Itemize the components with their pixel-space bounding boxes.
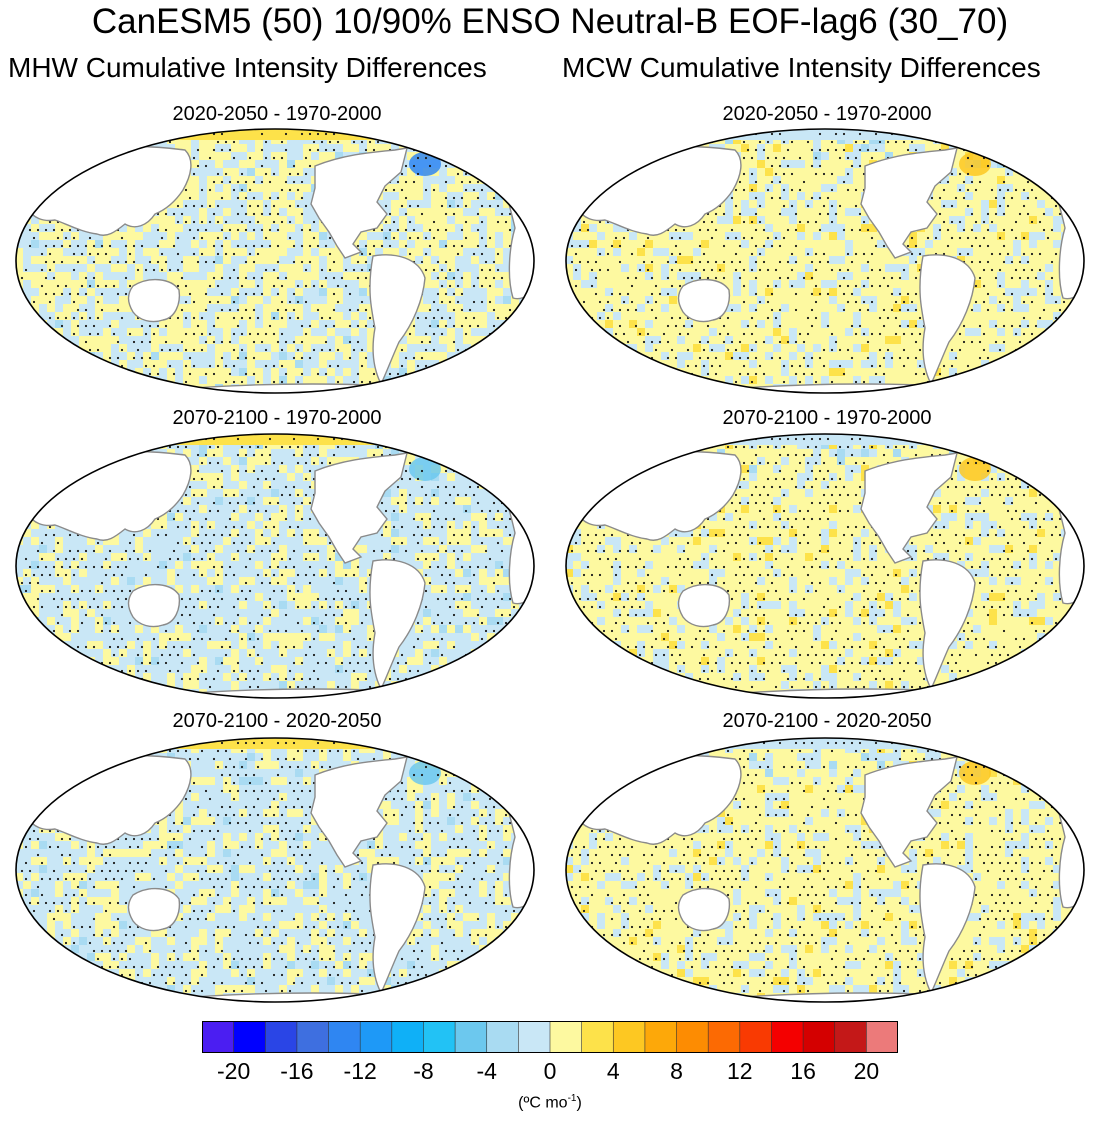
panel-title: 2070-2100 - 1970-2000 bbox=[172, 407, 382, 429]
mcw-column-title: MCW Cumulative Intensity Differences bbox=[562, 52, 1041, 83]
colorbar-box bbox=[328, 1021, 361, 1053]
colorbar-box bbox=[296, 1021, 330, 1053]
mhw-column-title: MHW Cumulative Intensity Differences bbox=[8, 52, 487, 83]
panel-title: 2020-2050 - 1970-2000 bbox=[172, 103, 382, 125]
land-mass bbox=[310, 147, 408, 259]
map-border bbox=[565, 737, 1085, 1003]
land-mass bbox=[425, 741, 479, 768]
land-mass bbox=[127, 279, 181, 323]
land-mass bbox=[369, 559, 426, 691]
land-mass bbox=[127, 584, 181, 628]
land-mass bbox=[919, 863, 976, 995]
land-mass bbox=[369, 863, 426, 995]
colorbar-tick-label: 0 bbox=[543, 1058, 557, 1084]
colorbar-tick-label: 12 bbox=[727, 1058, 753, 1084]
map-panel bbox=[565, 737, 1085, 1003]
colorbar-box bbox=[581, 1021, 615, 1053]
land-mass bbox=[425, 437, 479, 464]
panel-title: 2070-2100 - 2020-2050 bbox=[722, 710, 932, 732]
map-panel bbox=[565, 128, 1085, 394]
colorbar-box bbox=[676, 1021, 709, 1053]
land-mass bbox=[310, 756, 408, 868]
colorbar-tick-label: 20 bbox=[853, 1058, 880, 1084]
map-border bbox=[15, 433, 535, 699]
colorbar-box bbox=[834, 1021, 868, 1053]
colorbar-units: (ºC mo-1) bbox=[0, 1093, 1100, 1112]
land-mass bbox=[310, 452, 408, 564]
land-mass bbox=[677, 584, 731, 628]
land-mass bbox=[369, 254, 426, 386]
colorbar-box bbox=[264, 1021, 298, 1053]
colorbar-box bbox=[802, 1021, 836, 1053]
units-end: ) bbox=[576, 1094, 582, 1112]
colorbar bbox=[202, 1021, 898, 1053]
colorbar-box bbox=[518, 1021, 551, 1053]
colorbar-box bbox=[391, 1021, 425, 1053]
colorbar-box bbox=[486, 1021, 520, 1053]
land-mass bbox=[975, 741, 1029, 768]
map-panel bbox=[565, 433, 1085, 699]
colorbar-tick-label: -20 bbox=[217, 1058, 251, 1084]
colorbar-box bbox=[866, 1021, 898, 1053]
colorbar-box bbox=[233, 1021, 267, 1053]
land-mass bbox=[919, 254, 976, 386]
colorbar-box bbox=[359, 1021, 393, 1053]
land-mass bbox=[975, 132, 1029, 159]
units-main: (ºC mo bbox=[518, 1094, 568, 1112]
colorbar-tick-label: 8 bbox=[670, 1058, 683, 1084]
colorbar-box bbox=[612, 1021, 646, 1053]
panel-title: 2070-2100 - 1970-2000 bbox=[722, 407, 932, 429]
land-mass bbox=[975, 437, 1029, 464]
land-mass bbox=[425, 132, 479, 159]
land-mass bbox=[919, 559, 976, 691]
colorbar-tick-label: -16 bbox=[280, 1058, 314, 1084]
map-panel bbox=[15, 128, 535, 394]
colorbar-tick-label: 4 bbox=[606, 1058, 620, 1084]
map-panel bbox=[15, 433, 535, 699]
map-border bbox=[15, 128, 535, 394]
colorbar-tick-label: -12 bbox=[343, 1058, 377, 1084]
colorbar-box bbox=[771, 1021, 804, 1053]
land-mass bbox=[677, 888, 731, 932]
figure-title: CanESM5 (50) 10/90% ENSO Neutral-B EOF-l… bbox=[91, 2, 1009, 41]
colorbar-box bbox=[707, 1021, 741, 1053]
map-panel bbox=[15, 737, 535, 1003]
colorbar-box bbox=[454, 1021, 488, 1053]
land-mass bbox=[127, 888, 181, 932]
colorbar-tick-label: -8 bbox=[413, 1058, 434, 1084]
map-border bbox=[565, 433, 1085, 699]
panel-title: 2020-2050 - 1970-2000 bbox=[722, 103, 932, 125]
land-mass bbox=[860, 756, 958, 868]
colorbar-box bbox=[739, 1021, 773, 1053]
colorbar-box bbox=[644, 1021, 678, 1053]
land-mass bbox=[677, 279, 731, 323]
map-border bbox=[15, 737, 535, 1003]
map-border bbox=[565, 128, 1085, 394]
land-mass bbox=[860, 147, 958, 259]
colorbar-tick-label: 16 bbox=[790, 1058, 816, 1084]
land-mass bbox=[860, 452, 958, 564]
colorbar-box bbox=[423, 1021, 456, 1053]
colorbar-box bbox=[549, 1021, 583, 1053]
units-sup: -1 bbox=[567, 1093, 577, 1104]
colorbar-tick-label: -4 bbox=[476, 1058, 497, 1084]
panel-title: 2070-2100 - 2020-2050 bbox=[172, 710, 382, 732]
colorbar-box bbox=[202, 1021, 235, 1053]
